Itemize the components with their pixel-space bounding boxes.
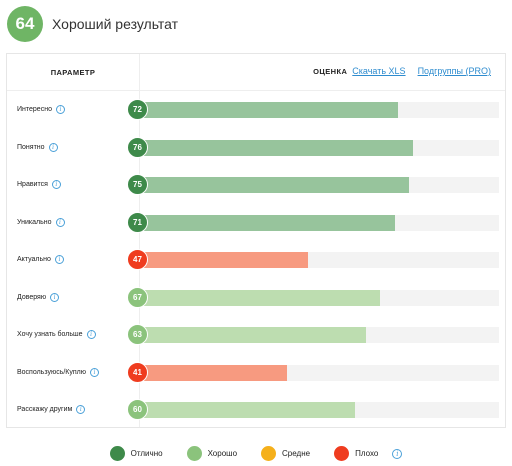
- download-xls-link[interactable]: Скачать XLS: [352, 66, 406, 76]
- info-icon[interactable]: i: [86, 330, 96, 340]
- score-bar: [139, 177, 409, 193]
- legend-label: Плохо: [355, 449, 379, 458]
- score-badge: 75: [127, 174, 148, 195]
- row-label-text: Доверяю: [17, 293, 47, 301]
- score-bar-track: [139, 177, 499, 193]
- row-label-text: Хочу узнать больше: [17, 331, 83, 339]
- row-label: Интересно i: [17, 91, 65, 129]
- info-icon[interactable]: i: [54, 255, 64, 265]
- score-badge: 47: [127, 249, 148, 270]
- row-label-text: Уникально: [17, 218, 52, 226]
- legend-label: Отлично: [130, 449, 163, 458]
- param-column-header: ПАРАМЕТР: [50, 68, 96, 77]
- score-badge: 67: [127, 286, 148, 308]
- row-label-text: Нравится: [17, 181, 48, 189]
- score-bar-track: [139, 102, 499, 118]
- score-badge: 63: [127, 324, 148, 345]
- score-bar: [139, 102, 399, 118]
- score-bar: [139, 402, 355, 418]
- table-row: Расскажу другим i 60: [7, 391, 505, 429]
- legend-label: Хорошо: [207, 449, 238, 458]
- score-badge: 71: [127, 211, 148, 233]
- table-row: Хочу узнать больше i 63: [7, 316, 505, 354]
- legend-dot: [261, 446, 277, 461]
- row-label: Уникально i: [17, 204, 65, 242]
- score-bar-track: [139, 139, 499, 156]
- score-badge: 60: [127, 399, 148, 420]
- legend-dot: [109, 446, 125, 461]
- legend-dot: [186, 446, 202, 461]
- score-bar: [139, 139, 413, 156]
- subgroups-pro-link[interactable]: Подгруппы (PRO): [417, 66, 491, 76]
- row-label: Понятно i: [17, 129, 58, 167]
- info-icon[interactable]: i: [55, 105, 65, 115]
- score-column-header: ОЦЕНКА: [313, 66, 348, 76]
- legend-item-medium: Средне: [261, 446, 310, 461]
- info-icon[interactable]: i: [90, 367, 99, 377]
- info-icon[interactable]: i: [76, 405, 86, 415]
- info-icon[interactable]: i: [51, 180, 61, 190]
- score-bar-track: [139, 327, 499, 343]
- overall-score-badge: 64: [7, 6, 43, 42]
- info-icon[interactable]: i: [55, 217, 65, 227]
- score-bar-track: [139, 252, 499, 268]
- table-row: Интересно i 72: [7, 91, 505, 129]
- info-icon[interactable]: i: [48, 142, 58, 152]
- score-bar-track: [139, 402, 499, 418]
- info-icon[interactable]: i: [50, 292, 60, 302]
- score-bar: [139, 252, 309, 268]
- table-row: Понятно i 76: [7, 129, 505, 167]
- legend-dot: [334, 446, 350, 461]
- result-title: Хороший результат: [52, 16, 179, 32]
- score-badge: 72: [127, 99, 148, 120]
- score-bar-track: [139, 289, 499, 306]
- score-bar-track: [139, 364, 499, 381]
- row-label-text: Понятно: [17, 143, 45, 151]
- legend-item-good: Хорошо: [186, 446, 238, 461]
- results-table: ПАРАМЕТР ОЦЕНКА Скачать XLS Подгруппы (P…: [6, 53, 506, 428]
- column-divider: [139, 54, 140, 427]
- row-label: Расскажу другим i: [17, 391, 86, 429]
- score-badge: 76: [127, 136, 148, 158]
- table-row: Воспользуюсь/Куплю i 41: [7, 354, 505, 392]
- table-row: Актуально i 47: [7, 241, 505, 279]
- legend-label: Средне: [282, 449, 311, 458]
- score-bar: [139, 327, 366, 343]
- table-rows: Интересно i 72 Понятно i 76 Нравится i 75 У…: [7, 91, 505, 429]
- score-bar: [139, 364, 287, 381]
- table-row: Доверяю i 67: [7, 279, 505, 317]
- table-row: Уникально i 71: [7, 204, 505, 242]
- result-header: 64 Хороший результат: [7, 5, 178, 43]
- row-label: Воспользуюсь/Куплю i: [17, 354, 99, 392]
- legend-item-excellent: Отлично: [109, 446, 163, 461]
- table-header: ПАРАМЕТР ОЦЕНКА Скачать XLS Подгруппы (P…: [7, 54, 505, 91]
- legend: Отлично Хорошо Средне Плохо i: [0, 446, 512, 461]
- row-label: Хочу узнать больше i: [17, 316, 96, 354]
- legend-item-bad: Плохо i: [334, 446, 403, 461]
- score-badge: 41: [127, 361, 148, 383]
- score-bar: [139, 289, 381, 306]
- row-label: Нравится i: [17, 166, 61, 204]
- row-label: Актуально i: [17, 241, 64, 279]
- header-actions: ОЦЕНКА Скачать XLS Подгруппы (PRO): [313, 66, 491, 76]
- score-bar: [139, 214, 395, 231]
- row-label-text: Расскажу другим: [17, 406, 73, 414]
- row-label-text: Интересно: [17, 106, 52, 114]
- row-label-text: Актуально: [17, 256, 51, 264]
- table-row: Нравится i 75: [7, 166, 505, 204]
- score-bar-track: [139, 214, 499, 231]
- row-label: Доверяю i: [17, 279, 60, 317]
- row-label-text: Воспользуюсь/Куплю: [17, 368, 86, 376]
- info-icon[interactable]: i: [392, 448, 403, 459]
